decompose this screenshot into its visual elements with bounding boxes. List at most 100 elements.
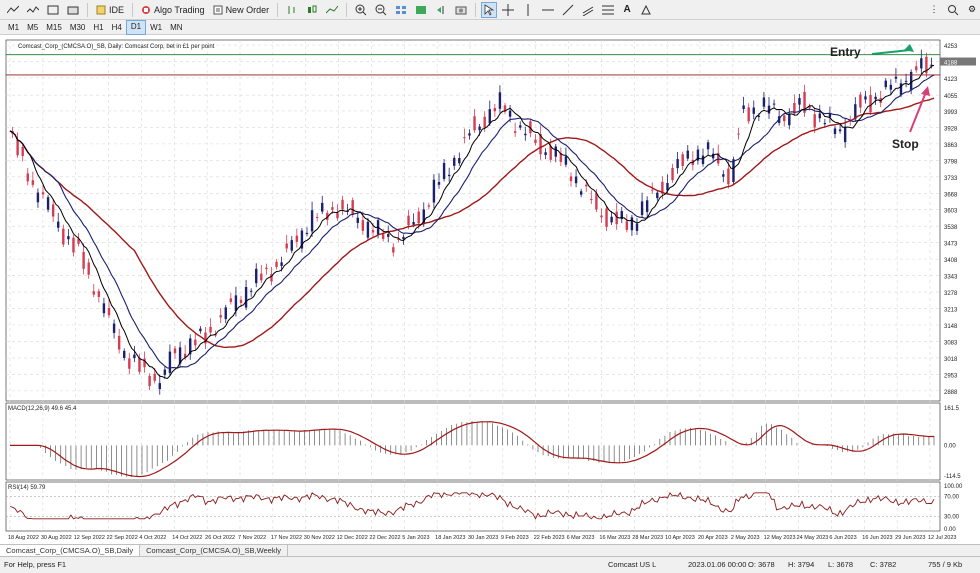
price-tick: 3928 xyxy=(944,126,958,132)
candle-body xyxy=(290,240,293,251)
shapes-icon[interactable] xyxy=(637,2,655,18)
candle-body xyxy=(676,159,679,169)
candle-body xyxy=(859,94,862,108)
ide-button[interactable]: IDE xyxy=(93,2,127,18)
timeframe-h4[interactable]: H4 xyxy=(111,22,122,32)
timeframe-m15[interactable]: M15 xyxy=(46,22,62,32)
price-tick: 3798 xyxy=(944,159,958,165)
ma-slow-line xyxy=(9,97,935,349)
candle-body xyxy=(833,128,837,135)
timeframe-bar: M1 M5 M15 M30 H1 H4 D1 W1 MN xyxy=(0,19,980,35)
channel-icon[interactable] xyxy=(579,2,597,18)
candle-body xyxy=(595,193,598,210)
horizontal-line-icon[interactable] xyxy=(539,2,557,18)
timeframe-m5[interactable]: M5 xyxy=(27,22,39,32)
timeframe-m1[interactable]: M1 xyxy=(8,22,20,32)
objects-icon[interactable] xyxy=(44,2,62,18)
more-tools-icon[interactable]: ⋮ xyxy=(929,4,939,14)
candle-body xyxy=(854,104,857,120)
candle-body xyxy=(117,335,121,350)
entry-label: Entry xyxy=(830,45,861,59)
algo-trading-button[interactable]: Algo Trading xyxy=(138,2,208,18)
candlestick-icon[interactable] xyxy=(303,2,321,18)
price-tick: 3668 xyxy=(944,192,958,198)
candle-body xyxy=(635,223,639,231)
new-order-button[interactable]: New Order xyxy=(210,2,273,18)
stop-label: Stop xyxy=(892,137,919,151)
chart-window[interactable]: 4253 4188 4123 4055 3993 3928 3863 3798 3733 3668… xyxy=(4,36,980,544)
timeframe-d1[interactable]: D1 xyxy=(125,19,147,35)
date-tick: 30 Aug 2022 xyxy=(41,535,72,541)
candle-body xyxy=(371,230,375,233)
chart-tab-daily[interactable]: Comcast_Corp_(CMCSA.O)_SB,Daily xyxy=(0,545,141,557)
candle-body xyxy=(585,184,588,187)
current-price-tag xyxy=(940,57,976,66)
candle-body xyxy=(737,133,740,135)
candle-body xyxy=(838,129,842,132)
date-tick: 6 Mar 2023 xyxy=(567,535,595,541)
date-tick: 28 Mar 2023 xyxy=(632,535,663,541)
price-chart[interactable]: 4253 4188 4123 4055 3993 3928 3863 3798 3733 3668… xyxy=(4,36,980,544)
crosshair-icon[interactable] xyxy=(499,2,517,18)
candle-body xyxy=(889,84,893,90)
status-help: For Help, press F1 xyxy=(4,560,67,569)
candle-body xyxy=(488,109,491,124)
status-high: H: 3794 xyxy=(788,560,815,569)
candle-body xyxy=(874,96,877,100)
candle-body xyxy=(513,131,517,133)
templates-icon[interactable] xyxy=(64,2,82,18)
text-tool-icon[interactable]: A xyxy=(623,4,631,15)
candle-body xyxy=(387,234,390,237)
timeframe-h1[interactable]: H1 xyxy=(93,22,104,32)
trendline-icon[interactable] xyxy=(559,2,577,18)
rsi-label: RSI(14) 59.79 xyxy=(8,485,46,491)
price-tick: 4253 xyxy=(944,44,958,50)
bar-chart-icon[interactable] xyxy=(283,2,301,18)
candle-body xyxy=(696,149,700,161)
candle-body xyxy=(732,159,735,182)
add-indicator-icon[interactable] xyxy=(24,2,42,18)
vertical-line-icon[interactable] xyxy=(519,2,537,18)
tile-windows-icon[interactable] xyxy=(392,2,410,18)
cursor-icon[interactable] xyxy=(481,1,498,18)
candle-body xyxy=(600,215,603,218)
timeframe-m30[interactable]: M30 xyxy=(69,22,86,32)
candle-body xyxy=(483,116,486,128)
timeframe-mn[interactable]: MN xyxy=(170,22,183,32)
date-tick: 9 Feb 2023 xyxy=(501,535,529,541)
candle-body xyxy=(158,383,161,390)
candle-body xyxy=(813,114,816,128)
candle-body xyxy=(661,181,664,194)
price-tick: 3083 xyxy=(944,340,958,346)
timeframe-w1[interactable]: W1 xyxy=(150,22,163,32)
settings-icon[interactable]: ⚙ xyxy=(967,4,977,14)
candle-body xyxy=(321,202,324,212)
candle-body xyxy=(239,299,243,303)
main-toolbar: IDE Algo Trading New Order A ⋮ ⚙ xyxy=(0,0,980,20)
search-icon[interactable] xyxy=(944,2,962,18)
line-icon[interactable] xyxy=(323,2,341,18)
candle-body xyxy=(803,91,806,113)
entry-arrow xyxy=(871,49,911,55)
zoom-out-icon[interactable] xyxy=(372,2,390,18)
candle-body xyxy=(178,347,182,364)
chart-tab-weekly[interactable]: Comcast_Corp_(CMCSA.O)_SB,Weekly xyxy=(140,545,289,557)
candle-body xyxy=(51,204,55,217)
candle-body xyxy=(87,262,90,275)
rsi-tick: 70.00 xyxy=(944,495,960,501)
rsi-line xyxy=(9,491,935,520)
screenshot-icon[interactable] xyxy=(452,2,470,18)
fibonacci-icon[interactable] xyxy=(599,2,617,18)
ma-fast-line xyxy=(9,64,935,380)
line-chart-icon[interactable] xyxy=(4,2,22,18)
autoscroll-icon[interactable] xyxy=(412,2,430,18)
candle-body xyxy=(869,94,872,113)
chart-shift-icon[interactable] xyxy=(432,2,450,18)
zoom-in-icon[interactable] xyxy=(352,2,370,18)
date-tick: 17 Nov 2022 xyxy=(271,535,302,541)
candle-body xyxy=(21,147,24,156)
candle-body xyxy=(72,237,75,253)
candle-body xyxy=(148,375,151,387)
candle-body xyxy=(432,179,436,203)
candle-body xyxy=(473,116,476,131)
